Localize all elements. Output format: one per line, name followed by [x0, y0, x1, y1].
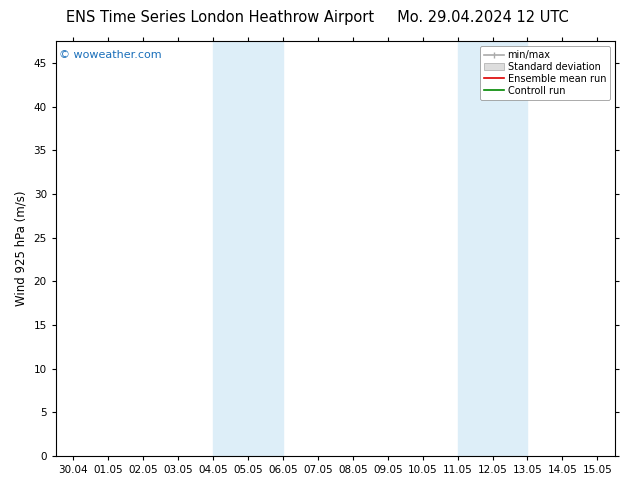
Y-axis label: Wind 925 hPa (m/s): Wind 925 hPa (m/s): [15, 191, 28, 306]
Bar: [248, 41, 283, 456]
Bar: [493, 41, 527, 456]
Legend: min/max, Standard deviation, Ensemble mean run, Controll run: min/max, Standard deviation, Ensemble me…: [481, 46, 610, 99]
Text: © woweather.com: © woweather.com: [58, 49, 161, 59]
Bar: [458, 41, 493, 456]
Bar: [213, 41, 248, 456]
Text: ENS Time Series London Heathrow Airport     Mo. 29.04.2024 12 UTC: ENS Time Series London Heathrow Airport …: [66, 10, 568, 25]
